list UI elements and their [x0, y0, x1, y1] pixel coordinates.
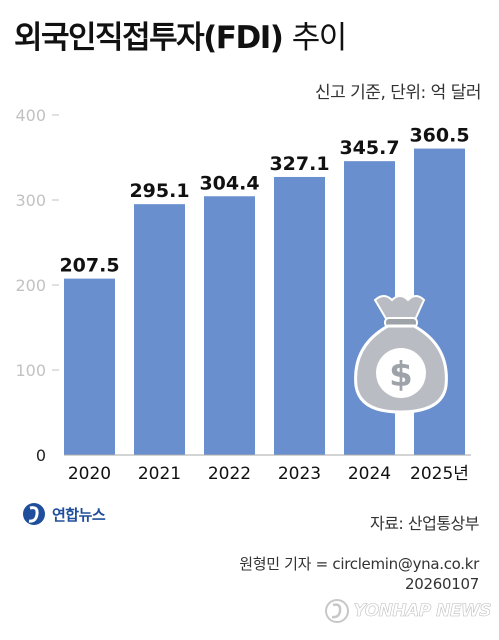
watermark: YONHAP NEWS: [324, 598, 492, 624]
unit-note: 신고 기준, 단위: 억 달러: [314, 83, 482, 103]
title-main: 외국인직접투자(FDI): [14, 20, 284, 56]
title-sub: 추이: [291, 20, 348, 56]
y-tick-label: 400: [15, 106, 46, 125]
money-bag-icon: $: [354, 295, 448, 414]
x-tick-label: 2021: [138, 464, 181, 484]
bar-value-label: 304.4: [199, 172, 259, 194]
x-tick-label: 2022: [208, 464, 251, 484]
source-note: 자료: 산업통상부: [369, 514, 480, 533]
bar-value-label: 360.5: [409, 125, 469, 147]
svg-text:$: $: [389, 355, 413, 395]
y-tick-label: 300: [15, 191, 46, 210]
date-line: 20260107: [405, 575, 479, 593]
y-axis: 0 100 200 300 400: [15, 106, 59, 465]
watermark-text: YONHAP NEWS: [353, 601, 492, 622]
y-tick-label: 200: [15, 276, 46, 295]
bar-value-label: 207.5: [59, 255, 119, 277]
bar: [204, 196, 255, 455]
x-tick-label: 2024: [348, 464, 391, 484]
bar: [274, 176, 325, 455]
chart-title: 외국인직접투자(FDI) 추이: [14, 12, 348, 57]
logo-text: 연합뉴스: [52, 505, 106, 524]
reporter-line: 원형민 기자 = circlemin@yna.co.kr: [239, 555, 479, 573]
x-tick-label: 2023: [278, 464, 321, 484]
y-tick-label: 100: [15, 361, 46, 380]
yonhap-logo-icon: [23, 503, 45, 525]
bar: [134, 204, 185, 455]
watermark-logo-icon: [324, 599, 349, 623]
reporter-credit: 원형민 기자 = circlemin@yna.co.kr 20260107: [239, 554, 479, 594]
x-tick-label: 2020: [68, 464, 111, 484]
bar-value-label: 345.7: [339, 137, 399, 159]
y-tick-label: 0: [36, 446, 46, 465]
x-tick-label: 2025년: [410, 464, 469, 484]
yonhap-logo: 연합뉴스: [22, 502, 106, 526]
bar: [64, 278, 115, 455]
bar-value-label: 327.1: [269, 153, 329, 175]
bar-value-label: 295.1: [129, 180, 189, 202]
